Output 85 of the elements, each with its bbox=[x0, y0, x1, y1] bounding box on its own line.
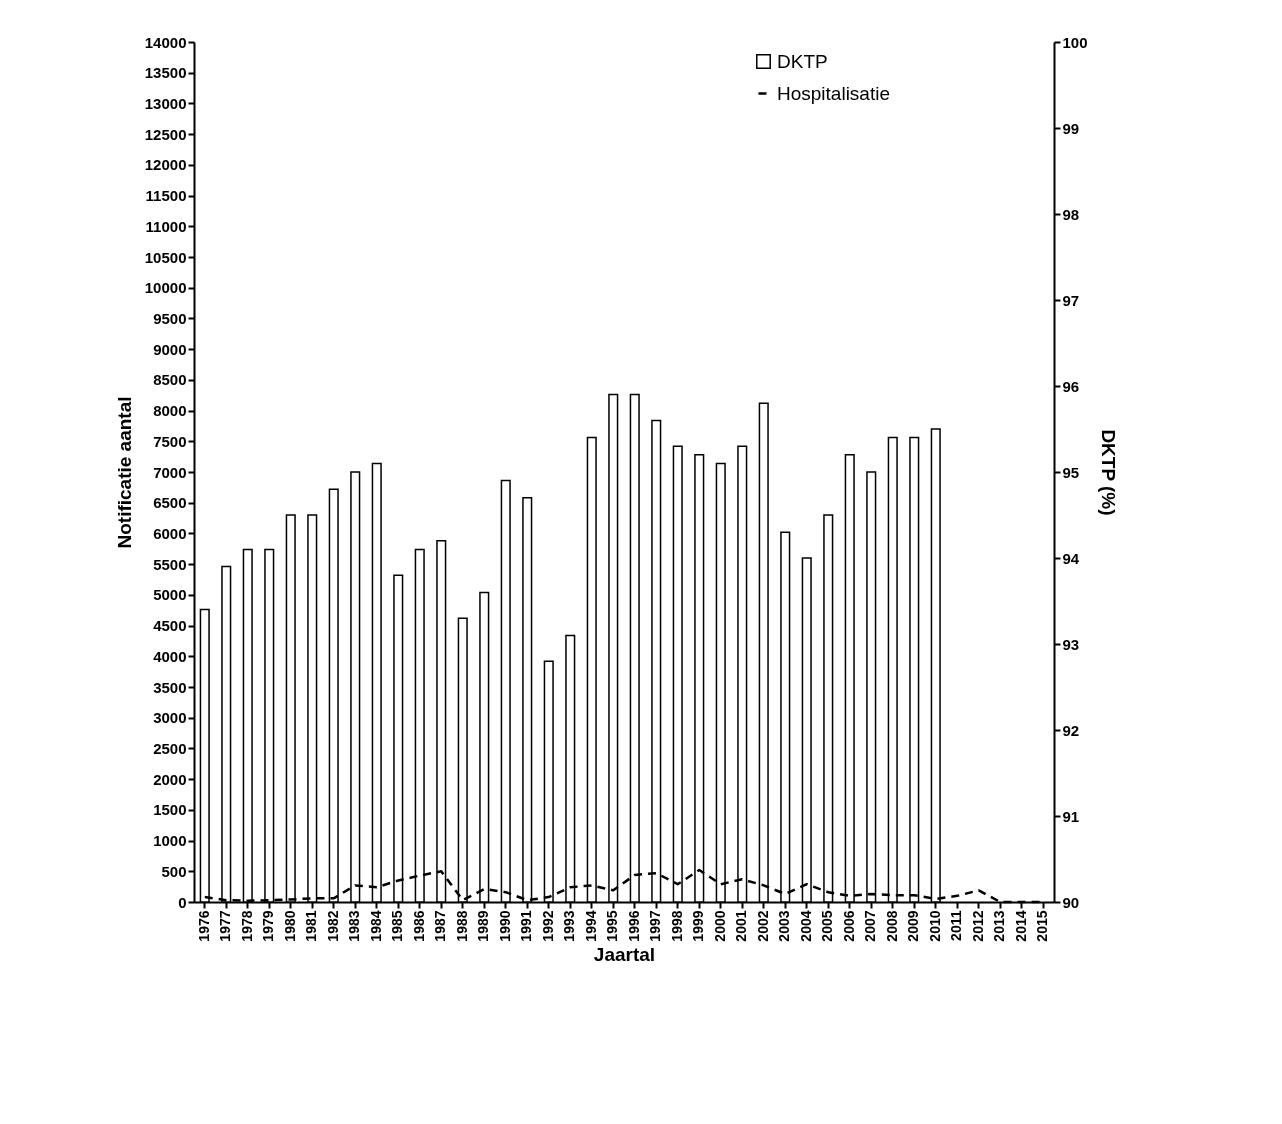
x-tick-label: 1992 bbox=[539, 910, 556, 942]
x-tick-label: 1989 bbox=[475, 910, 492, 942]
y2-tick-label: 93 bbox=[1062, 635, 1080, 653]
x-tick-label: 1999 bbox=[690, 910, 707, 942]
x-tick-label: 1986 bbox=[410, 910, 427, 942]
y-tick-label: 4500 bbox=[153, 617, 187, 635]
x-tick-label: 1994 bbox=[582, 910, 599, 942]
y-tick-label: 11000 bbox=[145, 217, 187, 235]
x-tick-label: 2009 bbox=[905, 910, 922, 942]
x-tick-label: 1993 bbox=[561, 910, 578, 942]
y2-axis-title: DKTP (%) bbox=[1097, 429, 1119, 516]
y-tick-label: 1000 bbox=[153, 832, 187, 850]
x-tick-label: 1987 bbox=[432, 910, 449, 942]
x-tick-label: 2003 bbox=[776, 910, 793, 942]
y2-tick-label: 96 bbox=[1062, 377, 1080, 395]
x-tick-label: 1983 bbox=[346, 910, 363, 942]
x-tick-label: 1991 bbox=[518, 910, 535, 942]
y-tick-label: 10000 bbox=[144, 279, 187, 297]
y-tick-label: 2000 bbox=[153, 770, 187, 788]
x-tick-label: 2004 bbox=[797, 910, 814, 942]
y-tick-label: 2500 bbox=[153, 739, 187, 757]
x-tick-label: 1982 bbox=[324, 910, 341, 942]
x-axis-title: Jaartal bbox=[593, 943, 656, 965]
x-tick-label: 2005 bbox=[819, 910, 836, 942]
x-tick-label: 1980 bbox=[281, 910, 298, 942]
y2-tick-label: 91 bbox=[1062, 807, 1080, 825]
y-tick-label: 12000 bbox=[144, 156, 187, 174]
y-tick-label: 9000 bbox=[153, 340, 187, 358]
y-tick-label: 3500 bbox=[153, 678, 187, 696]
y2-tick-label: 92 bbox=[1062, 721, 1080, 739]
x-tick-label: 1976 bbox=[195, 910, 212, 942]
y-tick-label: 13500 bbox=[144, 64, 187, 82]
x-tick-label: 2008 bbox=[883, 910, 900, 942]
x-tick-label: 2010 bbox=[926, 910, 943, 942]
x-tick-label: 2002 bbox=[754, 910, 771, 942]
x-tick-label: 1995 bbox=[604, 910, 621, 942]
y-tick-label: 14000 bbox=[144, 33, 187, 51]
y-tick-label: 11500 bbox=[145, 187, 187, 205]
y-axis-title: Notificatie aantal bbox=[113, 396, 135, 549]
y-tick-label: 6500 bbox=[153, 494, 187, 512]
y-tick-label: 4000 bbox=[153, 647, 187, 665]
y-tick-label: 5500 bbox=[153, 555, 187, 573]
legend-label: Hospitalisatie bbox=[777, 82, 890, 104]
y2-tick-label: 98 bbox=[1062, 205, 1080, 223]
x-tick-label: 2007 bbox=[862, 910, 879, 942]
y2-tick-label: 97 bbox=[1062, 291, 1080, 309]
x-tick-label: 2012 bbox=[969, 910, 986, 942]
x-tick-label: 1981 bbox=[303, 910, 320, 942]
y-tick-label: 8500 bbox=[153, 371, 187, 389]
x-tick-label: 1990 bbox=[496, 910, 513, 942]
x-tick-label: 1979 bbox=[260, 910, 277, 942]
y2-tick-label: 95 bbox=[1062, 463, 1080, 481]
y-tick-label: 500 bbox=[161, 862, 187, 880]
y-tick-label: 7000 bbox=[153, 463, 187, 481]
y2-tick-label: 100 bbox=[1062, 33, 1088, 51]
x-tick-label: 1984 bbox=[367, 910, 384, 942]
y-tick-label: 13000 bbox=[144, 94, 187, 112]
x-tick-label: 2006 bbox=[840, 910, 857, 942]
y-tick-label: 3000 bbox=[153, 709, 187, 727]
x-tick-label: 1985 bbox=[389, 910, 406, 942]
y-tick-label: 5000 bbox=[153, 586, 187, 604]
x-tick-label: 2001 bbox=[733, 910, 750, 942]
legend-label: DKTP bbox=[777, 50, 828, 72]
y-tick-label: 12500 bbox=[144, 125, 187, 143]
y2-tick-label: 99 bbox=[1062, 119, 1080, 137]
y-tick-label: 7500 bbox=[153, 432, 187, 450]
x-tick-label: 2000 bbox=[711, 910, 728, 942]
y-tick-label: 6000 bbox=[153, 524, 187, 542]
x-tick-label: 2015 bbox=[1034, 910, 1051, 942]
y2-tick-label: 90 bbox=[1062, 893, 1080, 911]
x-tick-label: 2013 bbox=[991, 910, 1008, 942]
x-tick-label: 1996 bbox=[625, 910, 642, 942]
x-tick-label: 1997 bbox=[647, 910, 664, 942]
y-tick-label: 10500 bbox=[144, 248, 187, 266]
x-tick-label: 1988 bbox=[453, 910, 470, 942]
y-tick-label: 0 bbox=[178, 893, 187, 911]
x-tick-label: 2014 bbox=[1012, 910, 1029, 942]
y-tick-label: 1500 bbox=[153, 801, 187, 819]
x-tick-label: 2011 bbox=[948, 910, 965, 941]
x-tick-label: 1998 bbox=[668, 910, 685, 942]
x-tick-label: 1978 bbox=[238, 910, 255, 942]
y-tick-label: 9500 bbox=[153, 309, 187, 327]
y2-tick-label: 94 bbox=[1062, 549, 1080, 567]
x-tick-label: 1977 bbox=[217, 910, 234, 942]
y-tick-label: 8000 bbox=[153, 402, 187, 420]
